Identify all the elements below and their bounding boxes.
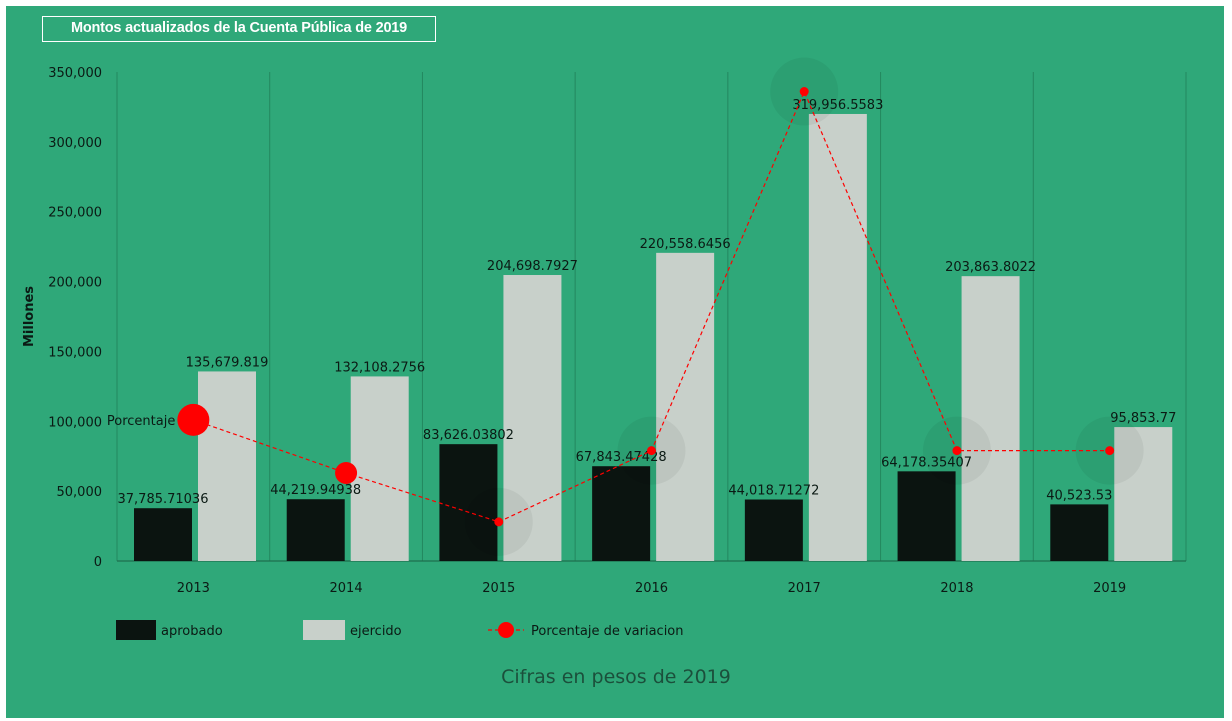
data-label-ejercido: 203,863.8022 (945, 260, 1036, 275)
x-tick-label: 2019 (1093, 581, 1126, 596)
data-label-ejercido: 132,108.2756 (334, 360, 425, 375)
data-label-aprobado: 37,785.71036 (118, 492, 209, 507)
variation-point (647, 446, 656, 456)
bar-aprobado (1050, 504, 1109, 561)
y-axis-label: Millones (22, 286, 37, 347)
data-label-ejercido: 319,956.5583 (792, 98, 883, 113)
bar-aprobado (592, 466, 651, 561)
legend-swatch-ejercido (303, 620, 345, 640)
data-label-ejercido: 95,853.77 (1110, 411, 1176, 426)
legend-swatch-aprobado (116, 620, 156, 640)
bar-ejercido (656, 252, 715, 561)
y-tick-label: 200,000 (48, 276, 102, 291)
annotation-label: Porcentaje (107, 414, 175, 429)
variation-point (952, 446, 962, 456)
chart-title: Montos actualizados de la Cuenta Pública… (42, 16, 436, 42)
x-tick-label: 2018 (940, 581, 973, 596)
variation-point (799, 87, 809, 97)
data-label-aprobado: 64,178.35407 (881, 455, 972, 470)
bar-ejercido (961, 276, 1020, 561)
variation-point (177, 403, 210, 436)
legend-label-ejercido: ejercido (350, 624, 402, 639)
bar-ejercido (350, 376, 409, 561)
data-label-ejercido: 220,558.6456 (640, 237, 731, 252)
legend-label-variacion: Porcentaje de variacion (531, 624, 684, 639)
data-label-aprobado: 67,843.47428 (576, 450, 667, 465)
data-label-aprobado: 40,523.53 (1046, 488, 1112, 503)
bar-ejercido (503, 275, 562, 561)
x-tick-label: 2016 (635, 581, 668, 596)
legend-marker-variacion (498, 622, 514, 638)
bar-aprobado (439, 444, 498, 561)
x-tick-label: 2013 (177, 581, 210, 596)
bar-aprobado (286, 499, 345, 561)
x-tick-label: 2015 (482, 581, 515, 596)
variation-point (494, 517, 504, 527)
y-tick-label: 50,000 (57, 485, 103, 500)
bar-aprobado (744, 499, 803, 561)
bar-ejercido (808, 113, 867, 562)
data-label-aprobado: 44,219.94938 (270, 483, 361, 498)
chart-panel (6, 6, 1224, 718)
data-label-ejercido: 135,679.819 (186, 355, 269, 370)
bar-aprobado (134, 508, 192, 561)
legend-label-aprobado: aprobado (161, 624, 223, 639)
variation-point (335, 461, 358, 484)
data-label-aprobado: 44,018.71272 (728, 483, 819, 498)
data-label-ejercido: 204,698.7927 (487, 259, 578, 274)
variation-point (1105, 446, 1115, 456)
y-tick-label: 250,000 (48, 206, 102, 221)
bar-aprobado (897, 471, 956, 561)
x-tick-label: 2014 (330, 581, 363, 596)
bar-ejercido (1114, 427, 1173, 561)
y-tick-label: 300,000 (48, 136, 102, 151)
data-label-aprobado: 83,626.03802 (423, 428, 514, 443)
y-tick-label: 150,000 (48, 345, 102, 360)
y-tick-label: 100,000 (48, 415, 102, 430)
y-tick-label: 350,000 (48, 66, 102, 81)
footnote: Cifras en pesos de 2019 (501, 666, 731, 688)
bar-ejercido (198, 371, 256, 561)
x-tick-label: 2017 (788, 581, 821, 596)
y-tick-label: 0 (94, 555, 102, 570)
